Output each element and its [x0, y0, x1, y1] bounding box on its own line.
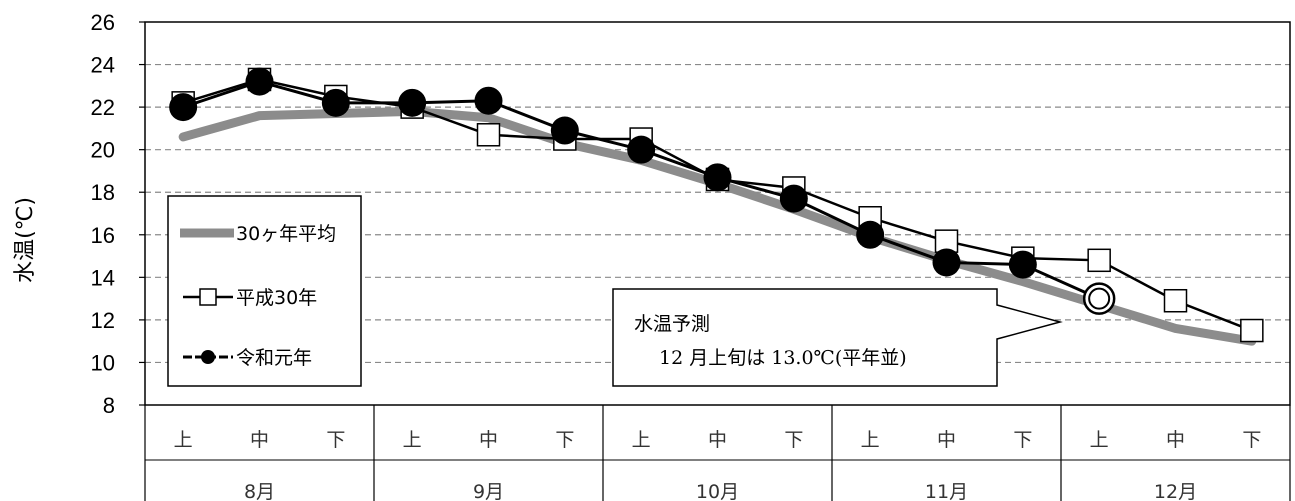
r1-point: [1008, 250, 1037, 279]
callout-box: [612, 288, 1063, 387]
r1-point: [856, 220, 885, 249]
legend-marker-r1: [201, 350, 215, 364]
r1-point: [779, 184, 808, 213]
month-label: 11月: [925, 481, 968, 501]
x-tick-label: 上: [861, 429, 880, 451]
h30-point: [1163, 288, 1188, 313]
r1-point: [550, 116, 579, 145]
callout-text: 12 月上旬は 13.0℃(平年並): [659, 347, 907, 369]
x-tick-label: 中: [1166, 429, 1185, 451]
y-tick-label: 16: [91, 223, 115, 248]
month-label: 8月: [244, 481, 275, 501]
y-tick-label: 26: [91, 10, 115, 35]
x-tick-label: 中: [708, 429, 727, 451]
forecast-callout: 水温予測 12 月上旬は 13.0℃(平年並): [612, 288, 1063, 387]
y-tick-label: 18: [91, 180, 115, 205]
plot-area-frame: [144, 21, 1291, 406]
h30-point: [476, 123, 501, 147]
y-tick-label: 20: [91, 138, 115, 163]
y-tick-label: 22: [91, 95, 115, 120]
legend-label-h30: 平成30年: [236, 287, 317, 309]
x-tick-label: 中: [937, 429, 956, 451]
series-group: [169, 67, 1264, 346]
x-tick-label: 上: [174, 429, 193, 451]
legend-marker-h30: [199, 288, 217, 306]
h30-point: [1240, 318, 1264, 343]
x-tick-label: 下: [1242, 429, 1261, 451]
r1-point: [398, 88, 427, 117]
y-tick-label: 10: [91, 350, 115, 375]
x-tick-label: 中: [250, 429, 269, 451]
r1-point: [627, 135, 656, 164]
h30-point: [1087, 248, 1111, 273]
x-tick-label: 中: [479, 429, 498, 451]
y-axis-label: 水温(℃): [13, 197, 38, 283]
x-tick-label: 上: [632, 429, 651, 451]
y-tick-label: 12: [91, 308, 115, 333]
r1-point: [703, 163, 732, 192]
legend-label-average: 30ヶ年平均: [236, 223, 336, 245]
x-tick-label: 上: [1090, 429, 1109, 451]
y-tick-label: 24: [91, 53, 115, 78]
r1-point: [245, 67, 274, 96]
legend-label-r1: 令和元年: [236, 347, 312, 369]
y-tick-label: 14: [91, 265, 115, 290]
x-tick-label: 下: [1013, 429, 1032, 451]
legend: 30ヶ年平均 平成30年 令和元年: [167, 195, 362, 387]
month-label: 10月: [696, 481, 739, 501]
x-tick-label: 上: [403, 429, 422, 451]
month-label: 9月: [473, 481, 504, 501]
x-axis: 上 中 下 上 中 下 上 中 下 上 中 下 上 中 下 8月 9月 10月 11月 12月: [144, 405, 1291, 501]
r1-point: [321, 88, 350, 117]
forecast-point-inner: [1088, 287, 1111, 310]
y-tick-label: 8: [103, 393, 115, 418]
x-tick-label: 下: [784, 429, 803, 451]
y-axis-ticks: 8 10 12 14 16 18 20 22 24 26: [91, 10, 145, 418]
r1-point: [474, 86, 503, 115]
month-label: 12月: [1154, 481, 1197, 501]
callout-title: 水温予測: [634, 313, 710, 335]
x-tick-label: 下: [555, 429, 574, 451]
x-tick-label: 下: [326, 429, 345, 451]
r1-point: [932, 248, 961, 277]
r1-point: [169, 93, 198, 122]
